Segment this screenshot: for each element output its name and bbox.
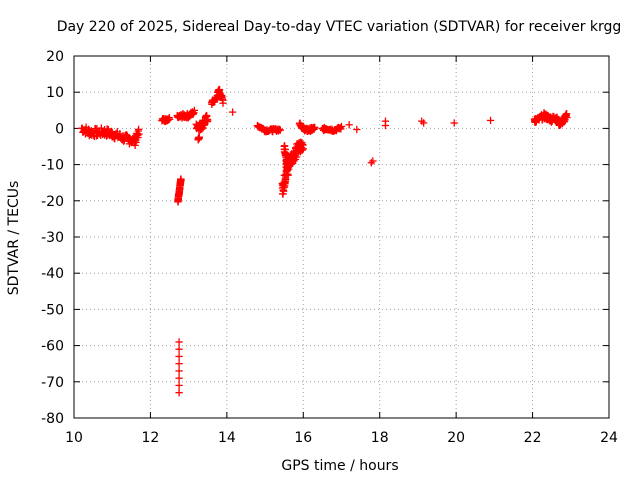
data-point — [175, 389, 183, 397]
x-tick-label: 22 — [524, 430, 542, 446]
y-axis-label: SDTVAR / TECUs — [6, 181, 22, 296]
segment-arc-15.5-15.6-descend — [280, 142, 292, 179]
x-axis-label: GPS time / hours — [281, 458, 398, 474]
x-tick-label: 20 — [447, 430, 465, 446]
segment-point-17.8 — [367, 157, 377, 167]
data-point — [204, 116, 212, 124]
segment-arc-13.25-dip — [194, 133, 203, 144]
y-tick-label: -20 — [41, 194, 64, 210]
data-point — [345, 121, 353, 129]
segment-point-19.95 — [450, 119, 458, 127]
y-tick-label: 0 — [55, 121, 64, 137]
segment-arc-13.2-13.5 — [192, 111, 212, 134]
data-point — [369, 157, 377, 165]
axis-ticks: 10 12 14 16 18 20 22 24 20 10 0 -10 -20 -30 -40 -50 -60 -… — [41, 49, 618, 446]
segment-point-20.9 — [486, 116, 495, 125]
data-point — [486, 116, 495, 125]
data-point — [276, 126, 285, 134]
data-point — [165, 115, 174, 123]
data-point — [175, 360, 183, 368]
data-point — [563, 113, 571, 122]
segment-arc-12.7-12.8-drop — [174, 175, 185, 206]
segment-arc-13.6-13.9 — [207, 85, 227, 109]
y-tick-label: 20 — [46, 49, 64, 65]
segment-arc-15.4-16.0-drop — [278, 138, 307, 198]
data-point — [103, 125, 111, 133]
data-point — [381, 121, 390, 130]
x-tick-label: 14 — [218, 430, 236, 446]
y-tick-label: -70 — [41, 375, 64, 391]
segment-arc-12.3-12.5 — [158, 113, 174, 126]
data-point — [177, 176, 185, 184]
x-tick-label: 18 — [371, 430, 389, 446]
segment-arc-10.2-11.7 — [77, 123, 143, 150]
data-point — [450, 119, 458, 127]
data-point — [283, 158, 291, 166]
data-point — [299, 145, 307, 153]
segment-arc-15.9-16.3 — [295, 119, 319, 135]
y-tick-label: -10 — [41, 158, 64, 174]
data-points — [77, 85, 571, 397]
y-tick-label: 10 — [46, 85, 64, 101]
data-point — [292, 153, 301, 161]
data-point — [284, 171, 292, 179]
x-tick-label: 16 — [294, 430, 312, 446]
data-point — [175, 345, 183, 353]
y-tick-label: -80 — [41, 411, 64, 427]
y-tick-label: -60 — [41, 339, 64, 355]
segment-points-18.15 — [381, 117, 390, 130]
data-point — [420, 119, 428, 127]
x-tick-label: 10 — [65, 430, 83, 446]
segment-point-19.1 — [418, 117, 428, 127]
segment-arc-16.5-17.0 — [318, 122, 346, 136]
y-tick-label: -50 — [41, 302, 64, 318]
segment-arc-12.7-13.1 — [173, 106, 199, 122]
data-point — [219, 99, 227, 107]
x-tick-label: 12 — [142, 430, 160, 446]
data-point — [175, 374, 183, 382]
data-point — [175, 352, 183, 361]
data-point — [311, 123, 319, 132]
segment-arc-14.8-15.4 — [253, 121, 285, 136]
segment-point-14.15 — [228, 108, 237, 116]
segment-arc-22.0-22.9 — [530, 109, 571, 130]
data-point — [337, 122, 346, 131]
grid — [74, 56, 609, 418]
data-point — [175, 367, 183, 375]
segment-points-17.2-17.4 — [345, 121, 361, 134]
y-tick-label: -40 — [41, 266, 64, 282]
data-point — [135, 130, 143, 138]
data-point — [353, 125, 361, 134]
y-tick-label: -30 — [41, 230, 64, 246]
segment-arc-12.7-deep-drop — [175, 338, 183, 397]
data-point — [175, 338, 183, 346]
data-point — [228, 108, 237, 116]
data-point — [190, 106, 199, 115]
x-tick-label: 24 — [600, 430, 618, 446]
data-point — [284, 162, 292, 170]
data-point — [175, 381, 183, 390]
data-point — [134, 133, 142, 142]
data-point — [195, 134, 203, 142]
chart-title: Day 220 of 2025, Sidereal Day-to-day VTE… — [57, 19, 622, 35]
